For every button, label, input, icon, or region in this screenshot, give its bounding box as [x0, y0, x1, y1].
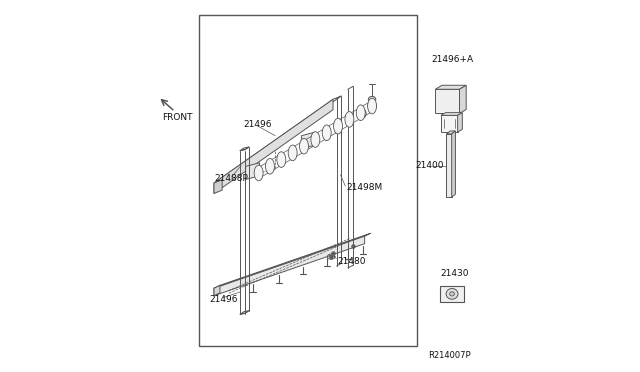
- Ellipse shape: [345, 112, 354, 127]
- Polygon shape: [447, 134, 452, 197]
- Ellipse shape: [446, 289, 458, 299]
- Bar: [199, 15, 417, 346]
- Text: 21496+A: 21496+A: [431, 55, 474, 64]
- Ellipse shape: [368, 101, 376, 111]
- Polygon shape: [214, 99, 333, 193]
- Ellipse shape: [322, 125, 331, 141]
- Text: 21496: 21496: [209, 295, 237, 304]
- Ellipse shape: [300, 138, 308, 154]
- Text: 21498M: 21498M: [346, 183, 382, 192]
- Text: FRONT: FRONT: [162, 113, 193, 122]
- Ellipse shape: [450, 292, 454, 296]
- Ellipse shape: [288, 145, 297, 161]
- Text: 21400: 21400: [415, 161, 444, 170]
- Polygon shape: [240, 311, 249, 314]
- Text: 21496: 21496: [244, 120, 272, 129]
- Ellipse shape: [367, 98, 376, 114]
- Ellipse shape: [356, 105, 365, 121]
- Text: 21430: 21430: [440, 269, 468, 278]
- Polygon shape: [460, 85, 466, 113]
- Ellipse shape: [277, 152, 286, 167]
- Text: 21480: 21480: [337, 257, 365, 266]
- Polygon shape: [435, 89, 460, 113]
- Polygon shape: [452, 131, 456, 197]
- Polygon shape: [214, 180, 222, 193]
- Polygon shape: [435, 85, 466, 89]
- Text: 21488P: 21488P: [214, 174, 248, 183]
- Polygon shape: [458, 113, 462, 132]
- Polygon shape: [441, 113, 462, 115]
- Polygon shape: [214, 285, 220, 296]
- Polygon shape: [214, 96, 341, 183]
- Ellipse shape: [333, 118, 342, 134]
- Polygon shape: [240, 147, 249, 151]
- Polygon shape: [214, 236, 365, 296]
- Polygon shape: [440, 286, 464, 302]
- Polygon shape: [301, 132, 316, 149]
- Ellipse shape: [266, 158, 275, 174]
- Ellipse shape: [360, 109, 366, 118]
- Polygon shape: [441, 115, 458, 132]
- Ellipse shape: [311, 132, 320, 147]
- Ellipse shape: [369, 96, 376, 102]
- Ellipse shape: [254, 165, 263, 181]
- Text: R214007P: R214007P: [428, 351, 470, 360]
- Polygon shape: [246, 163, 260, 179]
- Polygon shape: [214, 233, 371, 288]
- Polygon shape: [447, 131, 456, 134]
